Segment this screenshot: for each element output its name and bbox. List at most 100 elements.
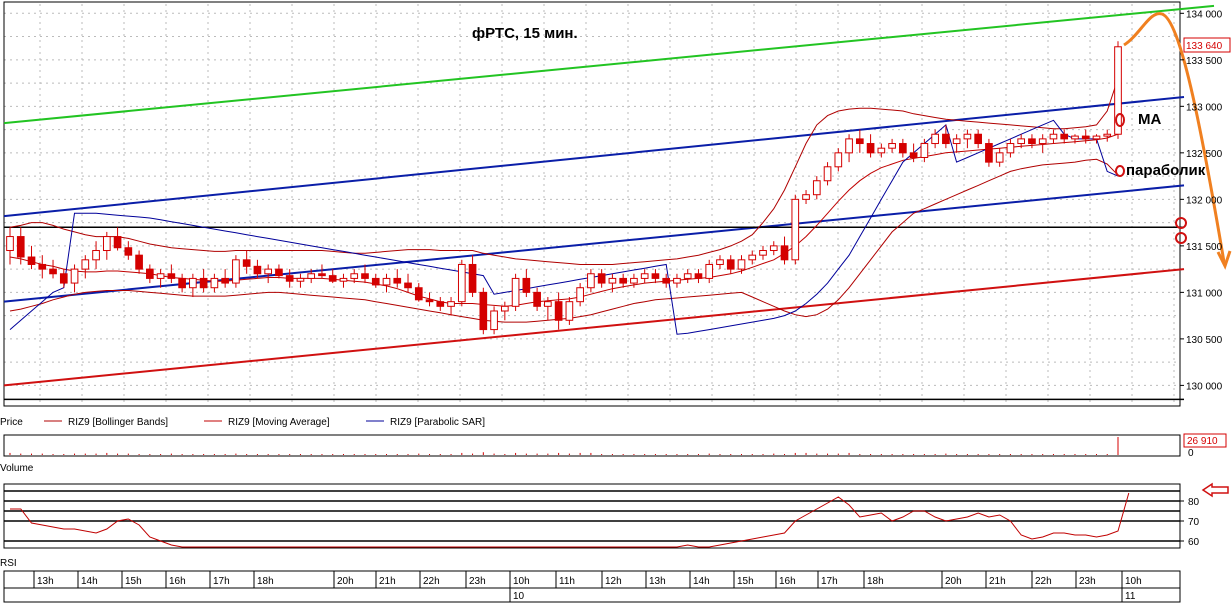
volume-bar <box>740 454 742 455</box>
volume-bar <box>84 453 86 455</box>
candle <box>479 287 488 335</box>
volume-bar <box>934 454 936 455</box>
price-grid <box>4 4 1180 404</box>
candle-bull-body <box>640 273 649 279</box>
candle-bear-body <box>974 133 982 145</box>
candle-bear-body <box>27 256 36 265</box>
parabolic-annotation: параболик <box>1126 162 1206 179</box>
time-hour-label: 11h <box>559 576 575 587</box>
candle-bull-body <box>963 133 972 140</box>
candle-bull-body <box>232 259 240 284</box>
time-hour-label: 10h <box>513 576 530 587</box>
time-hour-label: 12h <box>605 576 622 587</box>
volume-bar <box>536 453 538 455</box>
volume-bar <box>493 453 495 455</box>
candle <box>726 255 735 274</box>
candle-bear-body <box>242 259 251 267</box>
candle-bull-body <box>877 147 886 154</box>
volume-bar <box>816 453 818 455</box>
candle <box>888 138 896 153</box>
price-tick-label: 132 500 <box>1186 149 1223 160</box>
candle-bear-body <box>318 273 326 277</box>
volume-bar <box>784 454 786 455</box>
candle-bull-body <box>888 143 896 149</box>
candle <box>296 273 305 288</box>
candle-bull-body <box>307 273 316 279</box>
volume-bar <box>396 454 398 455</box>
candle <box>350 269 359 284</box>
candle <box>748 250 757 265</box>
volume-bar <box>547 453 549 455</box>
rsi-line <box>10 492 1130 548</box>
candle <box>6 227 14 265</box>
candle <box>1049 129 1058 144</box>
volume-bar <box>622 454 624 455</box>
time-hour-label: 15h <box>125 576 142 587</box>
volume-bar <box>332 454 334 455</box>
candle <box>812 176 821 200</box>
time-hour-label: 13h <box>649 576 666 587</box>
candle-bear-body <box>899 143 907 154</box>
candle <box>210 273 219 293</box>
candle-bear-body <box>113 236 122 249</box>
candle-bull-body <box>210 277 219 289</box>
volume-bar <box>515 452 517 455</box>
candle-bear-body <box>393 277 402 284</box>
trend-line-support <box>3 268 1185 387</box>
candle-bear-body <box>1028 138 1036 145</box>
candle <box>253 259 262 279</box>
candle <box>662 273 671 288</box>
candle-bear-body <box>404 282 412 289</box>
volume-bar <box>870 454 872 455</box>
volume-bar <box>611 454 613 455</box>
candle <box>102 231 111 260</box>
candle-bull-body <box>339 277 348 282</box>
candle <box>511 273 520 311</box>
candle <box>587 269 595 293</box>
volume-bar <box>913 454 915 455</box>
candle <box>533 287 541 311</box>
candle-bear-body <box>436 301 445 307</box>
volume-bar <box>418 453 420 455</box>
volume-bar <box>138 454 140 455</box>
time-hour-label: 16h <box>169 576 186 587</box>
volume-bar <box>246 454 248 455</box>
candle <box>307 269 316 284</box>
candle-bull-body <box>1006 143 1015 154</box>
candle-bull-body <box>1092 135 1101 140</box>
candle-bull-body <box>683 273 692 279</box>
candle <box>447 297 455 316</box>
price-tick-label: 134 000 <box>1186 9 1223 20</box>
volume-bar <box>407 454 409 455</box>
indicators <box>9 78 1119 335</box>
time-hour-label: 15h <box>737 576 754 587</box>
candle-bull-body <box>716 259 724 265</box>
candle-bull-body <box>382 277 391 286</box>
candle-bull-body <box>6 236 14 252</box>
volume-bar <box>665 454 667 455</box>
volume-bar <box>74 453 76 455</box>
candle <box>909 143 918 163</box>
candle-bull-body <box>812 180 821 196</box>
candle-bear-body <box>522 277 531 293</box>
volume-bar <box>213 454 215 455</box>
volume-bar <box>20 453 22 455</box>
forecast-arrow <box>1123 12 1226 263</box>
psar-marker-circle <box>1115 165 1125 177</box>
candle-bear-body <box>275 268 283 277</box>
candle-bull-body <box>587 273 595 289</box>
price-tick-label: 130 500 <box>1186 335 1223 346</box>
volume-bar <box>751 454 753 455</box>
candle <box>501 301 509 321</box>
candle <box>393 269 402 288</box>
volume-bar <box>891 454 893 455</box>
candle-bull-body <box>802 194 810 200</box>
candle-bull-body <box>608 277 617 284</box>
level-marker-circle <box>1175 217 1187 229</box>
price-tick-label: 133 000 <box>1186 102 1223 113</box>
volume-bar <box>170 453 172 455</box>
candle-bull-body <box>630 277 638 284</box>
volume-bar <box>429 454 431 455</box>
candle <box>716 255 724 270</box>
volume-bar <box>859 454 861 455</box>
